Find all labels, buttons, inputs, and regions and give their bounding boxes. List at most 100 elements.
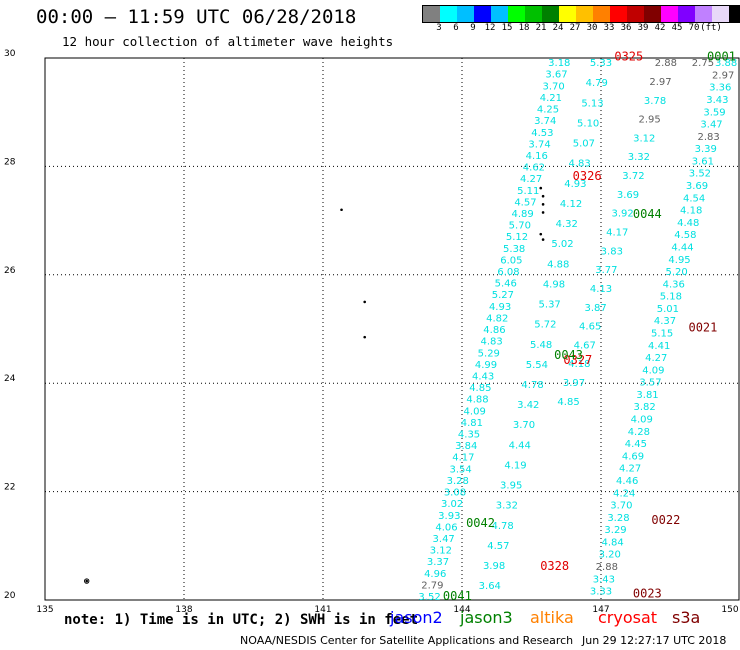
land-point xyxy=(541,238,545,241)
swh-value: 4.83 xyxy=(480,337,502,348)
swh-value: 4.85 xyxy=(557,397,579,408)
colorbar-label: 3 xyxy=(436,23,442,33)
colorbar-swatch xyxy=(542,6,559,22)
y-tick-label: 22 xyxy=(4,483,15,493)
swh-value: 3.52 xyxy=(418,592,440,603)
swh-value: 3.36 xyxy=(709,83,731,94)
land-point xyxy=(539,232,543,236)
swh-value: 5.18 xyxy=(660,292,682,303)
swh-value: 3.43 xyxy=(706,95,728,106)
swh-value: 4.16 xyxy=(526,151,548,162)
colorbar-label: 70 xyxy=(688,23,700,33)
swh-value: 4.93 xyxy=(489,302,511,313)
swh-value: 3.54 xyxy=(449,464,471,475)
swh-value: 4.83 xyxy=(568,159,590,170)
swh-value: 2.97 xyxy=(712,70,734,81)
swh-value: 5.15 xyxy=(651,328,673,339)
swh-value: 4.57 xyxy=(514,197,536,208)
colorbar-swatch xyxy=(610,6,627,22)
swh-value: 4.95 xyxy=(668,255,690,266)
swh-value: 5.29 xyxy=(478,348,500,359)
swh-value: 3.87 xyxy=(584,303,606,314)
colorbar-label: 6 xyxy=(453,23,459,33)
swh-value: 3.20 xyxy=(599,550,621,561)
swh-value: 3.74 xyxy=(528,139,550,150)
swh-value: 5.10 xyxy=(577,118,599,129)
swh-value: 4.24 xyxy=(613,488,635,499)
swh-value: 5.02 xyxy=(551,239,573,250)
swh-value: 5.54 xyxy=(526,360,548,371)
credit-line: NOAA/NESDIS Center for Satellite Applica… xyxy=(240,634,574,647)
swh-value: 4.57 xyxy=(487,541,509,552)
swh-value: 3.47 xyxy=(433,534,455,545)
swh-value: 3.08 xyxy=(444,488,466,499)
colorbar-swatch xyxy=(440,6,457,22)
swh-value: 3.92 xyxy=(611,209,633,220)
colorbar-swatch xyxy=(508,6,525,22)
colorbar-label: 27 xyxy=(569,23,581,33)
x-tick-label: 141 xyxy=(314,605,331,615)
swh-value: 3.29 xyxy=(604,525,626,536)
colorbar-label: 12 xyxy=(484,23,496,33)
colorbar-label: 45 xyxy=(671,23,683,33)
colorbar-label: 36 xyxy=(620,23,632,33)
swh-value: 4.27 xyxy=(520,174,542,185)
swh-value: 5.38 xyxy=(503,244,525,255)
chart-title: 00:00 – 11:59 UTC 06/28/2018 xyxy=(36,6,357,28)
swh-value: 3.37 xyxy=(427,557,449,568)
swh-value: 3.52 xyxy=(689,169,711,180)
swh-value: 4.28 xyxy=(628,427,650,438)
swh-value: 4.44 xyxy=(509,440,531,451)
swh-value: 4.37 xyxy=(654,316,676,327)
colorbar-swatch xyxy=(457,6,474,22)
colorbar-swatch xyxy=(678,6,695,22)
swh-value: 3.43 xyxy=(593,574,615,585)
colorbar-swatch xyxy=(729,6,740,22)
swh-value: 4.12 xyxy=(560,199,582,210)
swh-value: 5.33 xyxy=(590,58,612,69)
pass-time-label: 0043 xyxy=(554,348,583,362)
swh-value: 4.65 xyxy=(579,322,601,333)
pass-time-label: 0328 xyxy=(540,559,569,573)
swh-value: 4.27 xyxy=(619,464,641,475)
swh-value: 5.46 xyxy=(495,279,517,290)
swh-value: 4.58 xyxy=(674,230,696,241)
swh-value: 4.36 xyxy=(663,279,685,290)
land-point xyxy=(541,211,545,214)
swh-value: 3.47 xyxy=(700,120,722,131)
colorbar-label: 9 xyxy=(470,23,476,33)
land-point xyxy=(363,300,367,304)
swh-value: 5.72 xyxy=(534,320,556,331)
swh-value: 3.93 xyxy=(438,511,460,522)
colorbar-label: 30 xyxy=(586,23,598,33)
swh-value: 4.84 xyxy=(602,537,624,548)
swh-value: 3.32 xyxy=(628,152,650,163)
swh-value: 4.53 xyxy=(531,128,553,139)
swh-value: 5.01 xyxy=(657,304,679,315)
chart-subtitle: 12 hour collection of altimeter wave hei… xyxy=(62,34,394,49)
swh-value: 3.42 xyxy=(517,400,539,411)
swh-value: 3.70 xyxy=(543,81,565,92)
colorbar-label: 15 xyxy=(501,23,513,33)
colorbar-swatch xyxy=(423,6,440,22)
colorbar-label: 24 xyxy=(552,23,564,33)
swh-value: 3.74 xyxy=(534,116,556,127)
x-tick-label: 144 xyxy=(453,605,470,615)
swh-value: 2.83 xyxy=(698,132,720,143)
land-point xyxy=(340,208,343,212)
swh-value: 4.81 xyxy=(461,418,483,429)
swh-value: 4.32 xyxy=(556,219,578,230)
colorbar-label: 42 xyxy=(654,23,666,33)
swh-value: 4.17 xyxy=(452,453,474,464)
colorbar-label: 33 xyxy=(603,23,615,33)
swh-value: 4.46 xyxy=(616,476,638,487)
swh-value: 3.39 xyxy=(695,144,717,155)
legend-jason2: jason2 xyxy=(390,608,443,627)
swh-value: 3.83 xyxy=(601,246,623,257)
swh-value: 4.79 xyxy=(586,78,608,89)
swh-value: 4.18 xyxy=(568,359,590,370)
swh-value: 2.79 xyxy=(421,580,443,591)
colorbar-swatch xyxy=(695,6,712,22)
pass-time-label: 0326 xyxy=(573,169,602,183)
pass-time-label: 0041 xyxy=(443,589,472,603)
